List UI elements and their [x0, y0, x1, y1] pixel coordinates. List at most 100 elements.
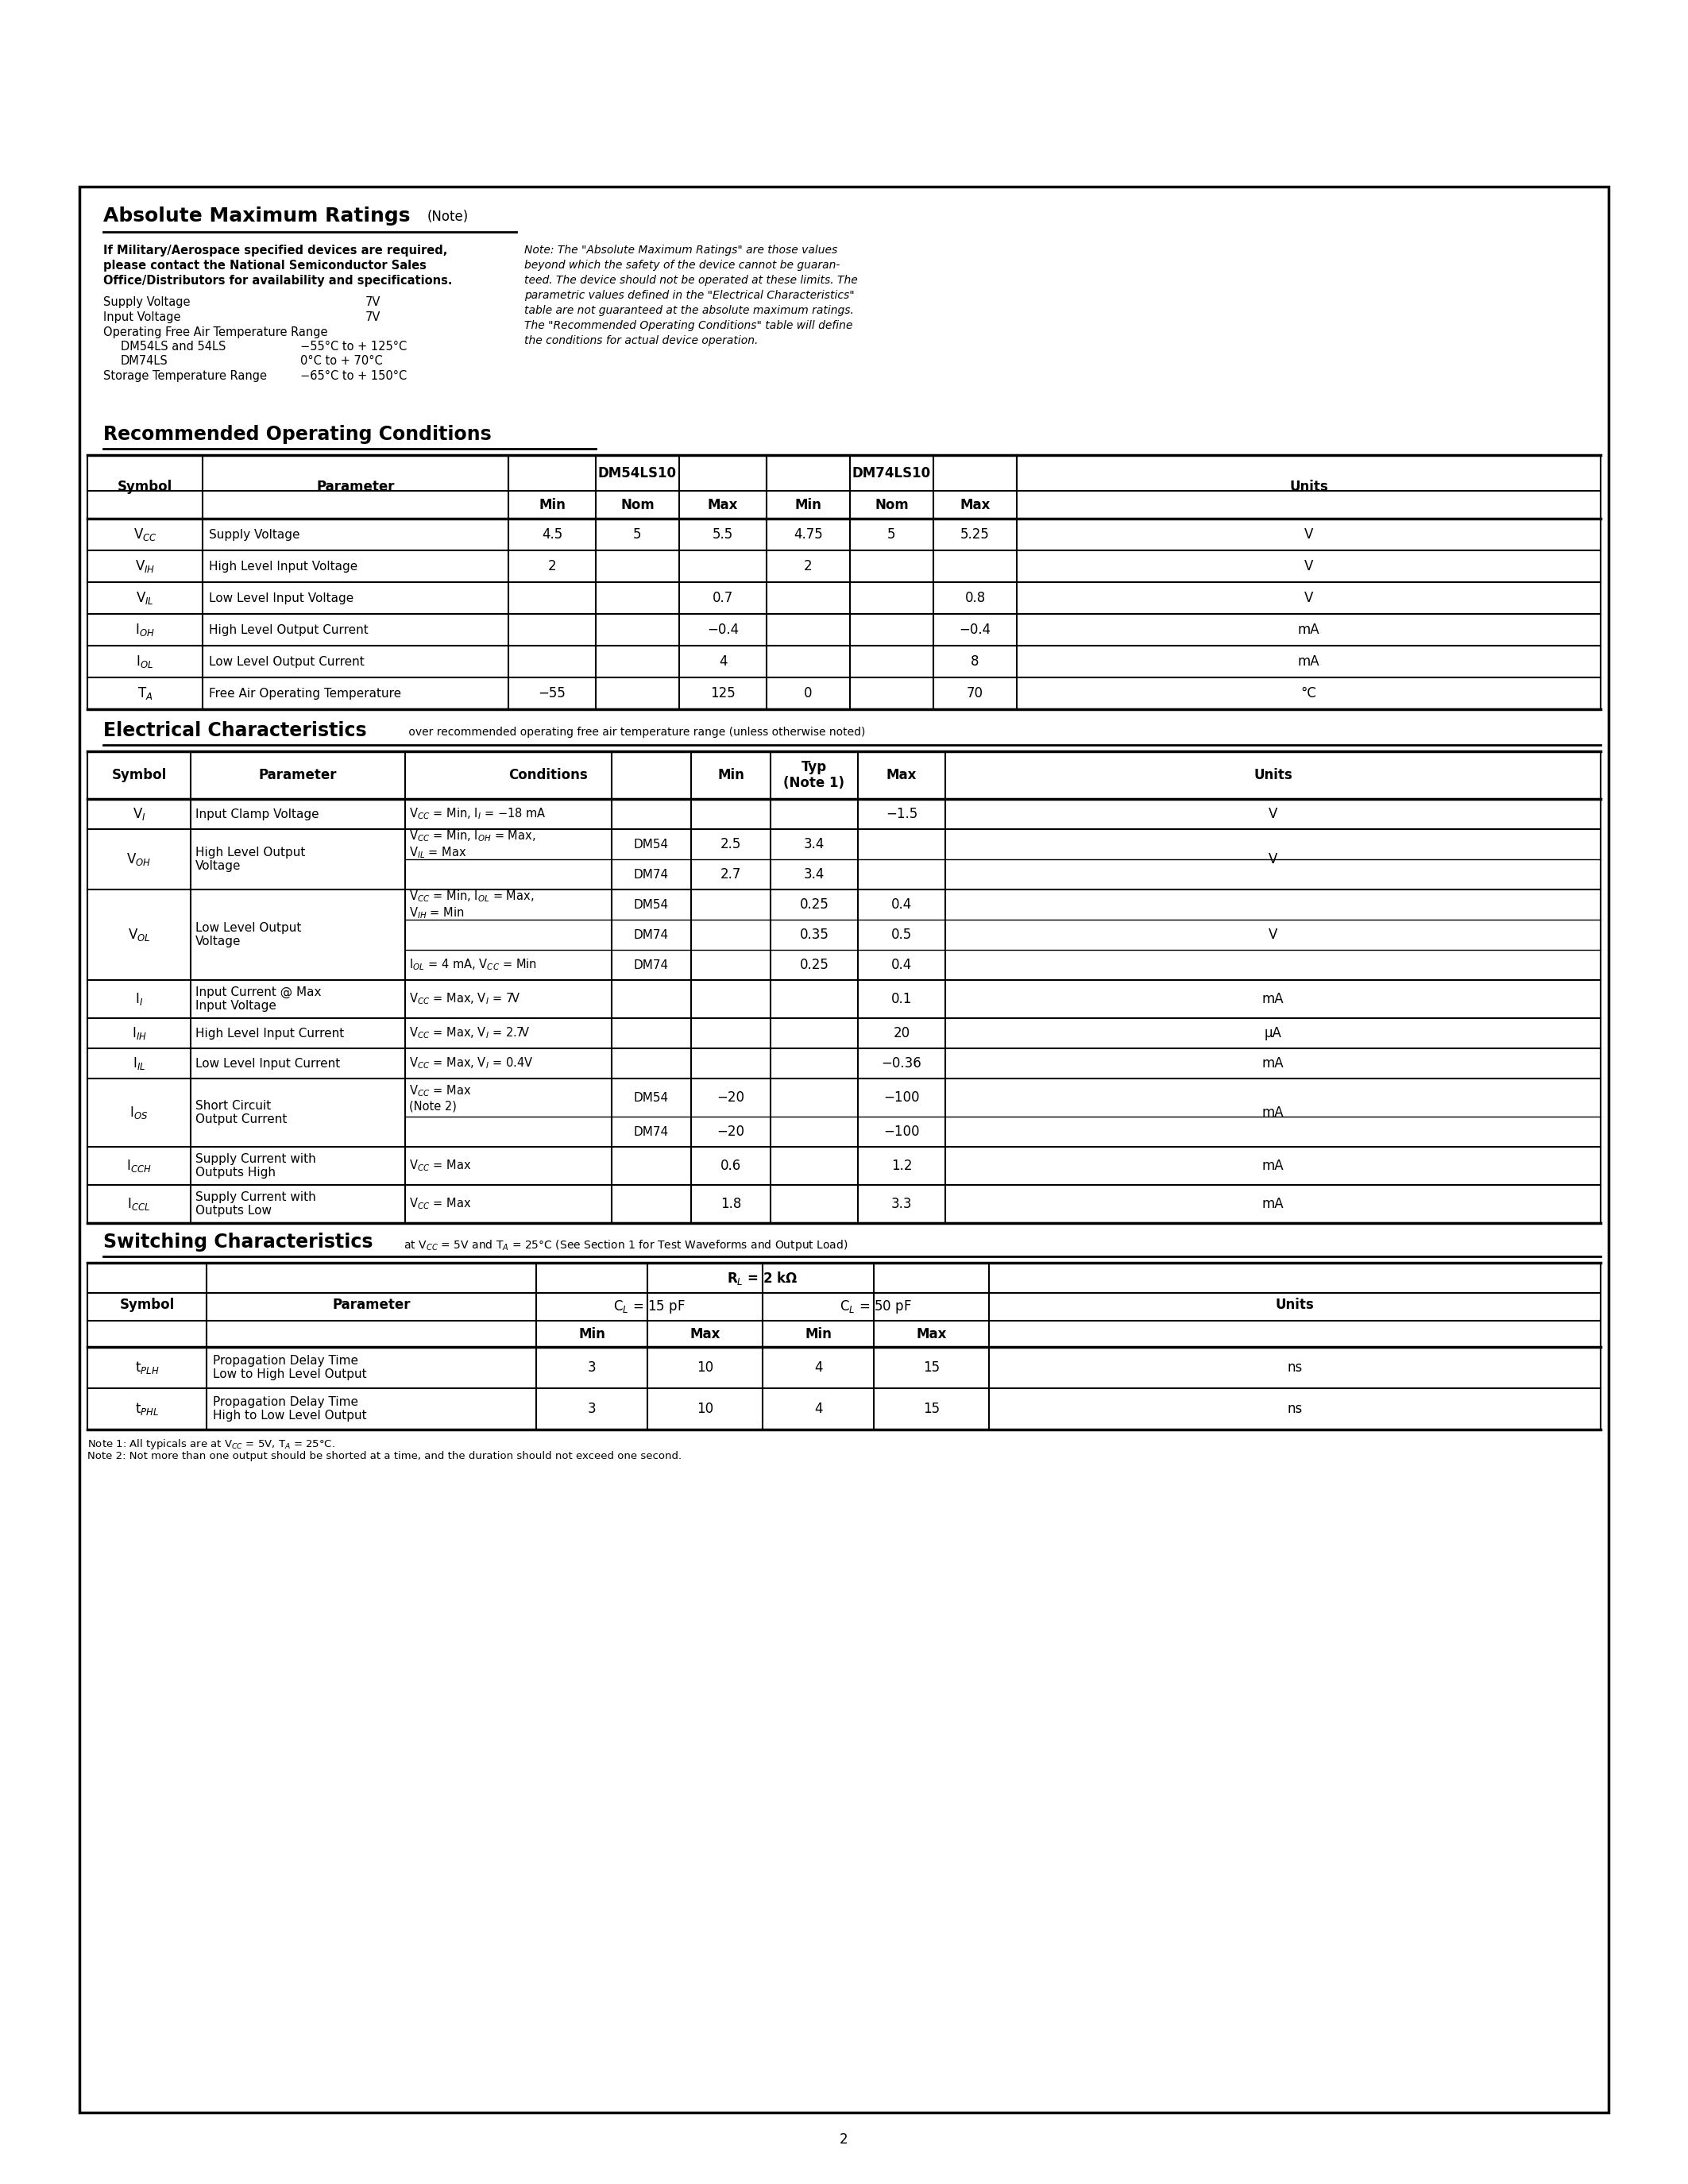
- Text: Min: Min: [717, 769, 744, 782]
- Text: DM54: DM54: [635, 1092, 668, 1103]
- Text: −65°C to + 150°C: −65°C to + 150°C: [300, 369, 407, 382]
- Text: Supply Current with
Outputs High: Supply Current with Outputs High: [196, 1153, 316, 1179]
- Text: 5.25: 5.25: [960, 526, 989, 542]
- Text: High Level Input Current: High Level Input Current: [196, 1026, 344, 1040]
- Text: −0.36: −0.36: [881, 1057, 922, 1070]
- Text: −0.4: −0.4: [959, 622, 991, 638]
- Text: Parameter: Parameter: [316, 480, 395, 494]
- Text: 0.4: 0.4: [891, 959, 912, 972]
- Text: V$_{CC}$ = Min, I$_{OL}$ = Max,
V$_{IH}$ = Min: V$_{CC}$ = Min, I$_{OL}$ = Max, V$_{IH}$…: [408, 889, 533, 919]
- Text: −100: −100: [883, 1090, 920, 1105]
- Text: V$_{IH}$: V$_{IH}$: [135, 559, 155, 574]
- Text: Units: Units: [1276, 1297, 1315, 1313]
- Text: 20: 20: [893, 1026, 910, 1040]
- Text: 3: 3: [587, 1361, 596, 1374]
- Text: −20: −20: [717, 1090, 744, 1105]
- Text: μA: μA: [1264, 1026, 1281, 1040]
- Text: ns: ns: [1288, 1402, 1303, 1415]
- Text: 3.4: 3.4: [803, 836, 825, 852]
- Text: −20: −20: [717, 1125, 744, 1138]
- Text: Propagation Delay Time
High to Low Level Output: Propagation Delay Time High to Low Level…: [213, 1396, 366, 1422]
- Text: I$_{OL}$: I$_{OL}$: [137, 653, 154, 670]
- Text: Supply Voltage: Supply Voltage: [103, 297, 191, 308]
- Text: Symbol: Symbol: [118, 480, 172, 494]
- Text: Units: Units: [1290, 480, 1328, 494]
- Text: 0.7: 0.7: [712, 592, 733, 605]
- Text: 1.2: 1.2: [891, 1160, 912, 1173]
- Text: V: V: [1305, 526, 1313, 542]
- Text: at V$_{CC}$ = 5V and T$_A$ = 25°C (See Section 1 for Test Waveforms and Output L: at V$_{CC}$ = 5V and T$_A$ = 25°C (See S…: [400, 1238, 847, 1251]
- Text: The "Recommended Operating Conditions" table will define: The "Recommended Operating Conditions" t…: [525, 321, 852, 332]
- Text: 2: 2: [803, 559, 812, 574]
- Text: Nom: Nom: [621, 498, 655, 511]
- Text: DM74LS10: DM74LS10: [852, 465, 932, 480]
- Text: °C: °C: [1301, 686, 1317, 701]
- Text: Nom: Nom: [874, 498, 908, 511]
- Text: beyond which the safety of the device cannot be guaran-: beyond which the safety of the device ca…: [525, 260, 841, 271]
- Text: Supply Current with
Outputs Low: Supply Current with Outputs Low: [196, 1190, 316, 1216]
- Text: the conditions for actual device operation.: the conditions for actual device operati…: [525, 334, 758, 347]
- Text: V$_{CC}$ = Max, V$_I$ = 0.4V: V$_{CC}$ = Max, V$_I$ = 0.4V: [408, 1057, 533, 1070]
- Text: Note: The "Absolute Maximum Ratings" are those values: Note: The "Absolute Maximum Ratings" are…: [525, 245, 837, 256]
- Text: DM74: DM74: [635, 959, 668, 972]
- Text: C$_L$ = 15 pF: C$_L$ = 15 pF: [613, 1299, 685, 1315]
- Text: I$_{OH}$: I$_{OH}$: [135, 622, 155, 638]
- Text: Min: Min: [795, 498, 822, 511]
- Text: Input Clamp Voltage: Input Clamp Voltage: [196, 808, 319, 819]
- Text: 3.3: 3.3: [891, 1197, 912, 1212]
- Text: 4.75: 4.75: [793, 526, 822, 542]
- Text: Typ
(Note 1): Typ (Note 1): [783, 760, 844, 791]
- Text: 2.7: 2.7: [721, 867, 741, 882]
- Text: 5.5: 5.5: [712, 526, 733, 542]
- Text: Recommended Operating Conditions: Recommended Operating Conditions: [103, 426, 491, 443]
- Text: parametric values defined in the "Electrical Characteristics": parametric values defined in the "Electr…: [525, 290, 854, 301]
- Text: DM54LS10: DM54LS10: [598, 465, 677, 480]
- Text: Max: Max: [960, 498, 991, 511]
- Text: Electrical Characteristics: Electrical Characteristics: [103, 721, 366, 740]
- Text: DM74: DM74: [635, 869, 668, 880]
- Text: V$_{CC}$ = Max, V$_I$ = 2.7V: V$_{CC}$ = Max, V$_I$ = 2.7V: [408, 1026, 530, 1040]
- Text: Short Circuit
Output Current: Short Circuit Output Current: [196, 1101, 287, 1125]
- Text: Supply Voltage: Supply Voltage: [209, 529, 300, 539]
- Text: Input Voltage: Input Voltage: [103, 312, 181, 323]
- Text: Storage Temperature Range: Storage Temperature Range: [103, 369, 267, 382]
- Text: V$_{OH}$: V$_{OH}$: [127, 852, 152, 867]
- Text: 0.8: 0.8: [964, 592, 986, 605]
- Text: Propagation Delay Time
Low to High Level Output: Propagation Delay Time Low to High Level…: [213, 1354, 366, 1380]
- Text: 2.5: 2.5: [721, 836, 741, 852]
- Text: ns: ns: [1288, 1361, 1303, 1374]
- Text: V: V: [1305, 559, 1313, 574]
- Text: −55: −55: [538, 686, 565, 701]
- Text: DM54: DM54: [635, 898, 668, 911]
- Text: DM74LS: DM74LS: [122, 356, 169, 367]
- Text: 7V: 7V: [365, 312, 381, 323]
- Text: 10: 10: [697, 1402, 714, 1415]
- Text: 2: 2: [841, 2132, 849, 2147]
- Text: Low Level Output
Voltage: Low Level Output Voltage: [196, 922, 302, 948]
- Text: 7V: 7V: [365, 297, 381, 308]
- Text: −0.4: −0.4: [707, 622, 739, 638]
- Text: Low Level Output Current: Low Level Output Current: [209, 655, 365, 668]
- Text: mA: mA: [1263, 1105, 1285, 1120]
- Text: V: V: [1268, 928, 1278, 941]
- Text: V$_I$: V$_I$: [132, 806, 145, 821]
- Text: mA: mA: [1263, 992, 1285, 1007]
- Text: Min: Min: [805, 1326, 832, 1341]
- Text: 0°C to + 70°C: 0°C to + 70°C: [300, 356, 383, 367]
- Text: Units: Units: [1254, 769, 1293, 782]
- Text: High Level Output
Voltage: High Level Output Voltage: [196, 847, 306, 871]
- Text: 70: 70: [967, 686, 984, 701]
- Text: I$_{IL}$: I$_{IL}$: [133, 1055, 145, 1072]
- Text: V: V: [1305, 592, 1313, 605]
- Text: mA: mA: [1263, 1197, 1285, 1212]
- Bar: [79, 186, 1609, 2112]
- Text: DM74: DM74: [635, 928, 668, 941]
- Text: Max: Max: [917, 1326, 947, 1341]
- Text: (Note): (Note): [427, 210, 469, 225]
- Text: 0.5: 0.5: [891, 928, 912, 941]
- Text: teed. The device should not be operated at these limits. The: teed. The device should not be operated …: [525, 275, 858, 286]
- Text: V$_{CC}$ = Min, I$_{OH}$ = Max,
V$_{IL}$ = Max: V$_{CC}$ = Min, I$_{OH}$ = Max, V$_{IL}$…: [408, 828, 535, 860]
- Text: 15: 15: [923, 1402, 940, 1415]
- Text: t$_{PLH}$: t$_{PLH}$: [135, 1361, 159, 1376]
- Text: 2: 2: [549, 559, 557, 574]
